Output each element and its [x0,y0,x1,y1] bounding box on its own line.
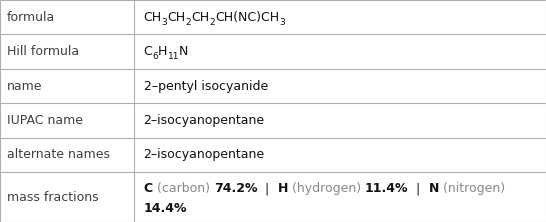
Text: |: | [408,182,429,195]
Text: name: name [7,79,42,93]
Text: |: | [257,182,277,195]
Text: CH: CH [168,11,186,24]
Text: (hydrogen): (hydrogen) [288,182,365,195]
Text: 2: 2 [209,18,215,27]
Text: 6: 6 [152,52,158,61]
Text: CH: CH [144,11,162,24]
Text: formula: formula [7,11,55,24]
Text: (nitrogen): (nitrogen) [439,182,505,195]
Text: C: C [144,45,152,58]
Text: 3: 3 [279,18,285,27]
Text: IUPAC name: IUPAC name [7,114,82,127]
Text: (carbon): (carbon) [153,182,213,195]
Text: 2–pentyl isocyanide: 2–pentyl isocyanide [144,79,268,93]
Text: 2–isocyanopentane: 2–isocyanopentane [144,114,265,127]
Text: 74.2%: 74.2% [213,182,257,195]
Text: 2–isocyanopentane: 2–isocyanopentane [144,148,265,161]
Text: H: H [277,182,288,195]
Text: N: N [179,45,188,58]
Text: 3: 3 [162,18,168,27]
Text: 11: 11 [168,52,179,61]
Text: alternate names: alternate names [7,148,110,161]
Text: N: N [429,182,439,195]
Text: CH: CH [191,11,209,24]
Text: 11.4%: 11.4% [365,182,408,195]
Text: 14.4%: 14.4% [144,202,187,215]
Text: 2: 2 [186,18,191,27]
Text: mass fractions: mass fractions [7,190,98,204]
Text: CH(NC)CH: CH(NC)CH [215,11,279,24]
Text: H: H [158,45,168,58]
Text: C: C [144,182,153,195]
Text: Hill formula: Hill formula [7,45,79,58]
